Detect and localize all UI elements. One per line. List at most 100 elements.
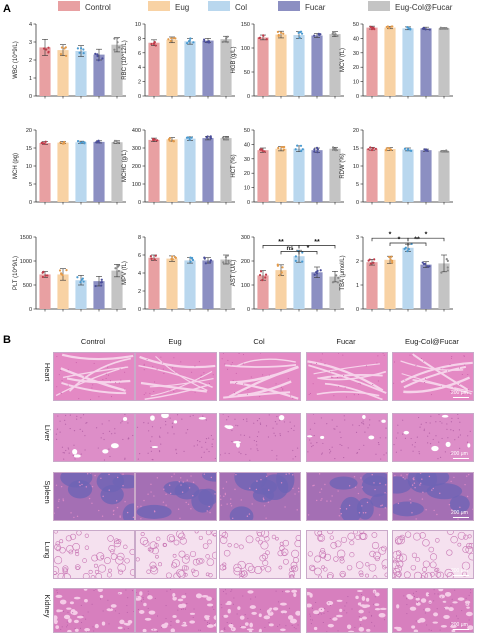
tubule-lumen — [358, 626, 365, 632]
alveolus — [76, 531, 82, 536]
nucleus — [196, 439, 199, 442]
data-point — [60, 272, 63, 275]
nucleus — [200, 456, 203, 458]
nucleus — [280, 386, 282, 388]
nucleus — [362, 422, 364, 424]
alveolus — [457, 531, 466, 540]
alveolus — [62, 568, 68, 574]
nucleus — [393, 361, 395, 363]
data-point — [152, 137, 155, 141]
nucleus — [445, 601, 447, 603]
white-pulp — [60, 473, 93, 488]
tubule-lumen — [181, 624, 188, 627]
alveolus — [205, 572, 210, 577]
alveolus — [88, 569, 93, 574]
fiber-gap — [139, 355, 216, 369]
nucleus — [73, 430, 76, 432]
red-pulp-cell — [57, 500, 60, 502]
nucleus — [226, 621, 228, 623]
red-pulp-cell — [140, 518, 142, 520]
nucleus — [331, 419, 333, 421]
y-tick-label: 100 — [241, 283, 250, 289]
red-pulp-cell — [210, 476, 213, 479]
nucleus — [165, 618, 167, 620]
data-point — [440, 271, 443, 274]
tubule-lumen — [106, 608, 114, 612]
nucleus — [457, 618, 459, 620]
red-pulp-cell — [58, 498, 60, 501]
red-pulp-cell — [384, 507, 386, 509]
y-axis-label: MPV (fL) — [122, 261, 128, 285]
tubule-lumen — [420, 598, 427, 603]
alveolus — [378, 546, 387, 555]
data-point — [78, 51, 81, 54]
y-tick-label: 3 — [29, 40, 32, 46]
nucleus — [423, 429, 425, 432]
white-pulp — [202, 473, 216, 482]
y-axis-label: WBC (10^9/L) — [13, 41, 19, 79]
alveolus — [404, 531, 412, 538]
red-pulp-cell — [192, 481, 195, 484]
alveolus — [54, 531, 59, 534]
micrograph-texture — [220, 414, 300, 461]
data-point — [446, 266, 449, 269]
tubule-lumen — [272, 607, 279, 611]
alveolus — [429, 561, 437, 569]
y-tick-label: 10 — [26, 164, 32, 170]
tubule-lumen — [415, 602, 421, 606]
fiber-gap — [319, 374, 383, 380]
red-pulp-cell — [185, 501, 187, 504]
nucleus — [382, 353, 384, 354]
data-point — [116, 37, 119, 40]
significance-label: * — [398, 237, 401, 244]
nucleus — [199, 441, 201, 443]
tubule-lumen — [138, 609, 145, 614]
data-point — [278, 274, 281, 277]
alveolus — [368, 563, 377, 572]
data-point — [300, 32, 304, 35]
bar-control — [257, 150, 269, 202]
data-point — [206, 135, 209, 138]
nucleus — [274, 420, 277, 423]
nucleus — [404, 379, 406, 381]
nucleus — [208, 622, 210, 624]
red-pulp-cell — [411, 484, 414, 486]
red-pulp-cell — [448, 503, 451, 506]
data-point — [390, 25, 393, 28]
alveolus — [340, 572, 345, 578]
red-pulp-cell — [329, 500, 332, 502]
fiber-gap — [307, 360, 384, 392]
nucleus — [68, 452, 70, 454]
nucleus — [320, 359, 322, 361]
red-pulp-cell — [101, 515, 104, 517]
fiber-gap — [224, 364, 297, 368]
tissue-background — [54, 589, 134, 632]
tubule-lumen — [444, 606, 450, 610]
red-pulp-cell — [361, 486, 363, 488]
tubule-lumen — [258, 613, 262, 618]
tubule-lumen — [97, 589, 103, 592]
nucleus — [189, 415, 191, 417]
red-pulp-cell — [406, 473, 408, 476]
bar-col — [293, 256, 305, 309]
tubule-lumen — [450, 625, 457, 628]
nucleus — [457, 417, 459, 419]
alveolus — [393, 550, 401, 560]
data-point — [79, 281, 82, 284]
nucleus — [227, 359, 229, 361]
nucleus — [221, 607, 223, 609]
red-pulp-cell — [384, 492, 386, 494]
alveolus — [54, 566, 60, 575]
nucleus — [244, 614, 246, 616]
red-pulp-cell — [340, 513, 342, 515]
red-pulp-cell — [190, 475, 192, 477]
red-pulp-cell — [88, 497, 91, 500]
nucleus — [63, 610, 65, 612]
nucleus — [137, 609, 139, 611]
bar-eug-col@fucar — [329, 148, 341, 202]
micrograph-texture — [307, 353, 387, 400]
data-point — [153, 258, 156, 261]
data-point — [332, 31, 335, 34]
nucleus — [84, 435, 86, 437]
